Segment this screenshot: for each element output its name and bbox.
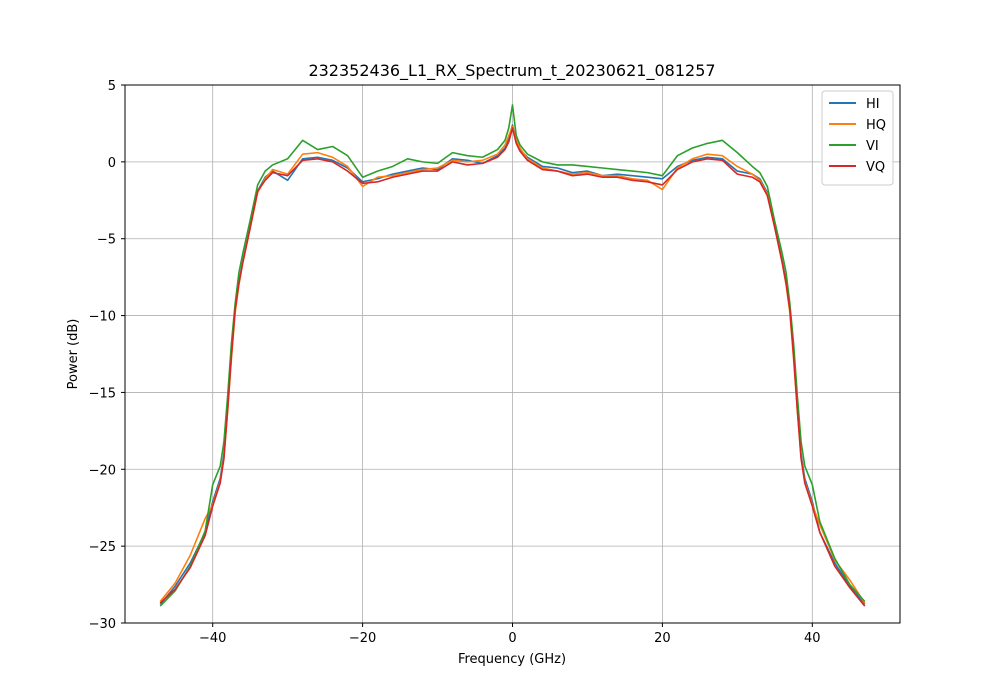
y-tick-label: −15 bbox=[89, 386, 116, 401]
series-line-vq bbox=[159, 127, 866, 607]
x-tick-label: 20 bbox=[654, 631, 671, 646]
chart-title: 232352436_L1_RX_Spectrum_t_20230621_0812… bbox=[308, 61, 715, 81]
grid bbox=[125, 84, 900, 624]
y-tick-label: −5 bbox=[97, 233, 116, 248]
legend-label: VI bbox=[866, 139, 879, 154]
y-axis-label: Power (dB) bbox=[66, 319, 81, 390]
legend-box bbox=[821, 90, 894, 186]
y-tick-label: −10 bbox=[89, 310, 116, 325]
legend-label: HQ bbox=[866, 118, 886, 133]
y-tick-label: −25 bbox=[89, 540, 116, 555]
x-axis-label: Frequency (GHz) bbox=[458, 652, 566, 667]
series-line-vi bbox=[159, 104, 866, 607]
x-tick-label: −20 bbox=[349, 631, 376, 646]
y-axis: 5 0 −5 −10 −15 −20 −25 −30 bbox=[89, 79, 125, 632]
x-tick-label: 0 bbox=[508, 631, 516, 646]
y-tick-label: −20 bbox=[89, 463, 116, 478]
series-layer bbox=[159, 104, 866, 607]
x-tick-label: 40 bbox=[804, 631, 821, 646]
legend: HI HQ VI VQ bbox=[821, 90, 894, 186]
x-tick-label: −40 bbox=[199, 631, 226, 646]
x-axis: −40 −20 0 20 40 bbox=[199, 623, 821, 646]
y-tick-label: 5 bbox=[108, 79, 116, 94]
y-tick-label: −30 bbox=[89, 617, 116, 632]
y-tick-label: 0 bbox=[108, 156, 116, 171]
legend-label: VQ bbox=[866, 160, 885, 175]
legend-label: HI bbox=[866, 97, 880, 112]
